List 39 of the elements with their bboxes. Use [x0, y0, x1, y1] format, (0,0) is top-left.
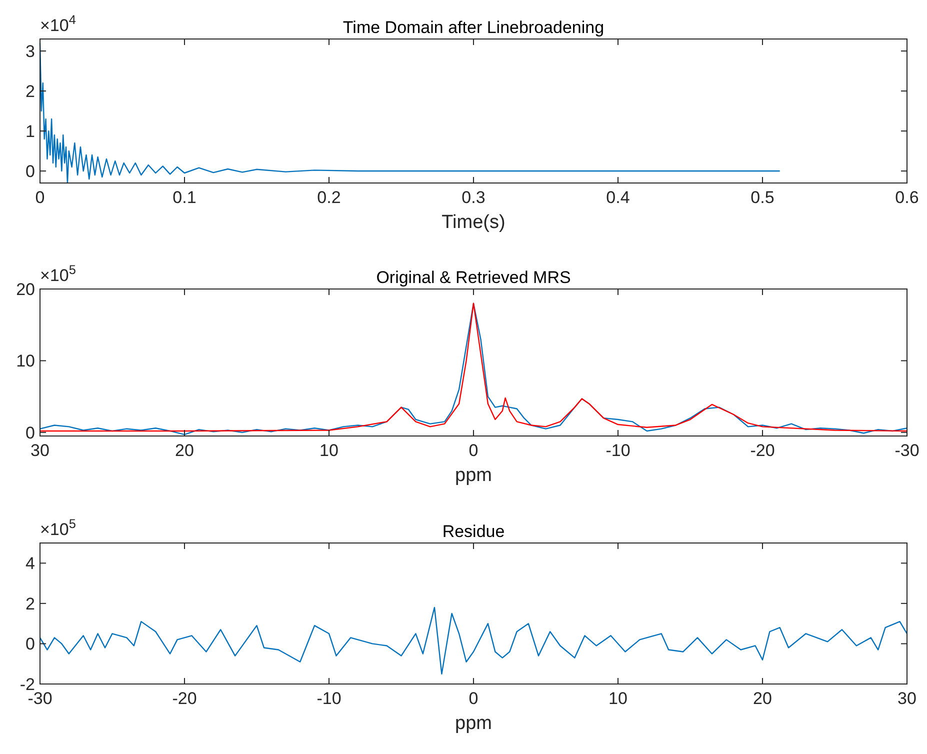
x-axis-title: ppm: [455, 465, 492, 486]
x-tick-label: -30: [894, 441, 920, 460]
chart-title: Time Domain after Linebroadening: [342, 18, 604, 37]
chart-title: Original & Retrieved MRS: [376, 268, 571, 287]
line-series: [39, 606, 908, 675]
x-tick-label: -10: [316, 689, 342, 708]
y-tick-label: 10: [16, 352, 35, 371]
x-tick-label: 0: [468, 689, 478, 708]
x-tick-label: 0: [468, 441, 478, 460]
x-tick-label: -20: [750, 441, 775, 460]
y-tick-label: 0: [26, 634, 35, 654]
y-tick-label: 20: [16, 280, 35, 299]
x-tick-label: 30: [30, 441, 50, 460]
text: ×10$^{5}$: [40, 262, 76, 285]
x-tick-label: 0.5: [750, 188, 774, 207]
text: ×10$^{5}$: [40, 516, 76, 539]
x-tick-label: 0.4: [606, 188, 630, 207]
x-tick-label: 10: [320, 441, 338, 460]
x-axis-title: ppm: [455, 713, 492, 734]
y-tick-label: 1: [26, 122, 35, 141]
x-tick-label: 20: [753, 689, 772, 708]
x-tick-label: 0.2: [317, 188, 341, 207]
x-tick-label: 0.3: [462, 188, 486, 207]
x-tick-label: 20: [175, 441, 194, 460]
y-tick-label: 4: [26, 554, 35, 574]
x-tick-label: 10: [608, 689, 628, 708]
x-tick-label: -20: [172, 689, 197, 708]
x-tick-label: 0.1: [172, 188, 196, 207]
y-tick-label: 0: [26, 423, 35, 442]
y-tick-label: 0: [26, 162, 35, 181]
y-tick-label: 3: [26, 42, 35, 61]
x-tick-label: -10: [606, 441, 630, 460]
text: ×10$^{4}$: [40, 12, 76, 35]
x-tick-label: 0.6: [895, 188, 919, 207]
y-tick-label: 2: [26, 82, 35, 101]
chart-title: Residue: [442, 522, 505, 541]
x-axis-title: Time(s): [442, 212, 506, 233]
x-tick-label: 30: [898, 689, 916, 708]
y-tick-label: 2: [26, 594, 35, 614]
